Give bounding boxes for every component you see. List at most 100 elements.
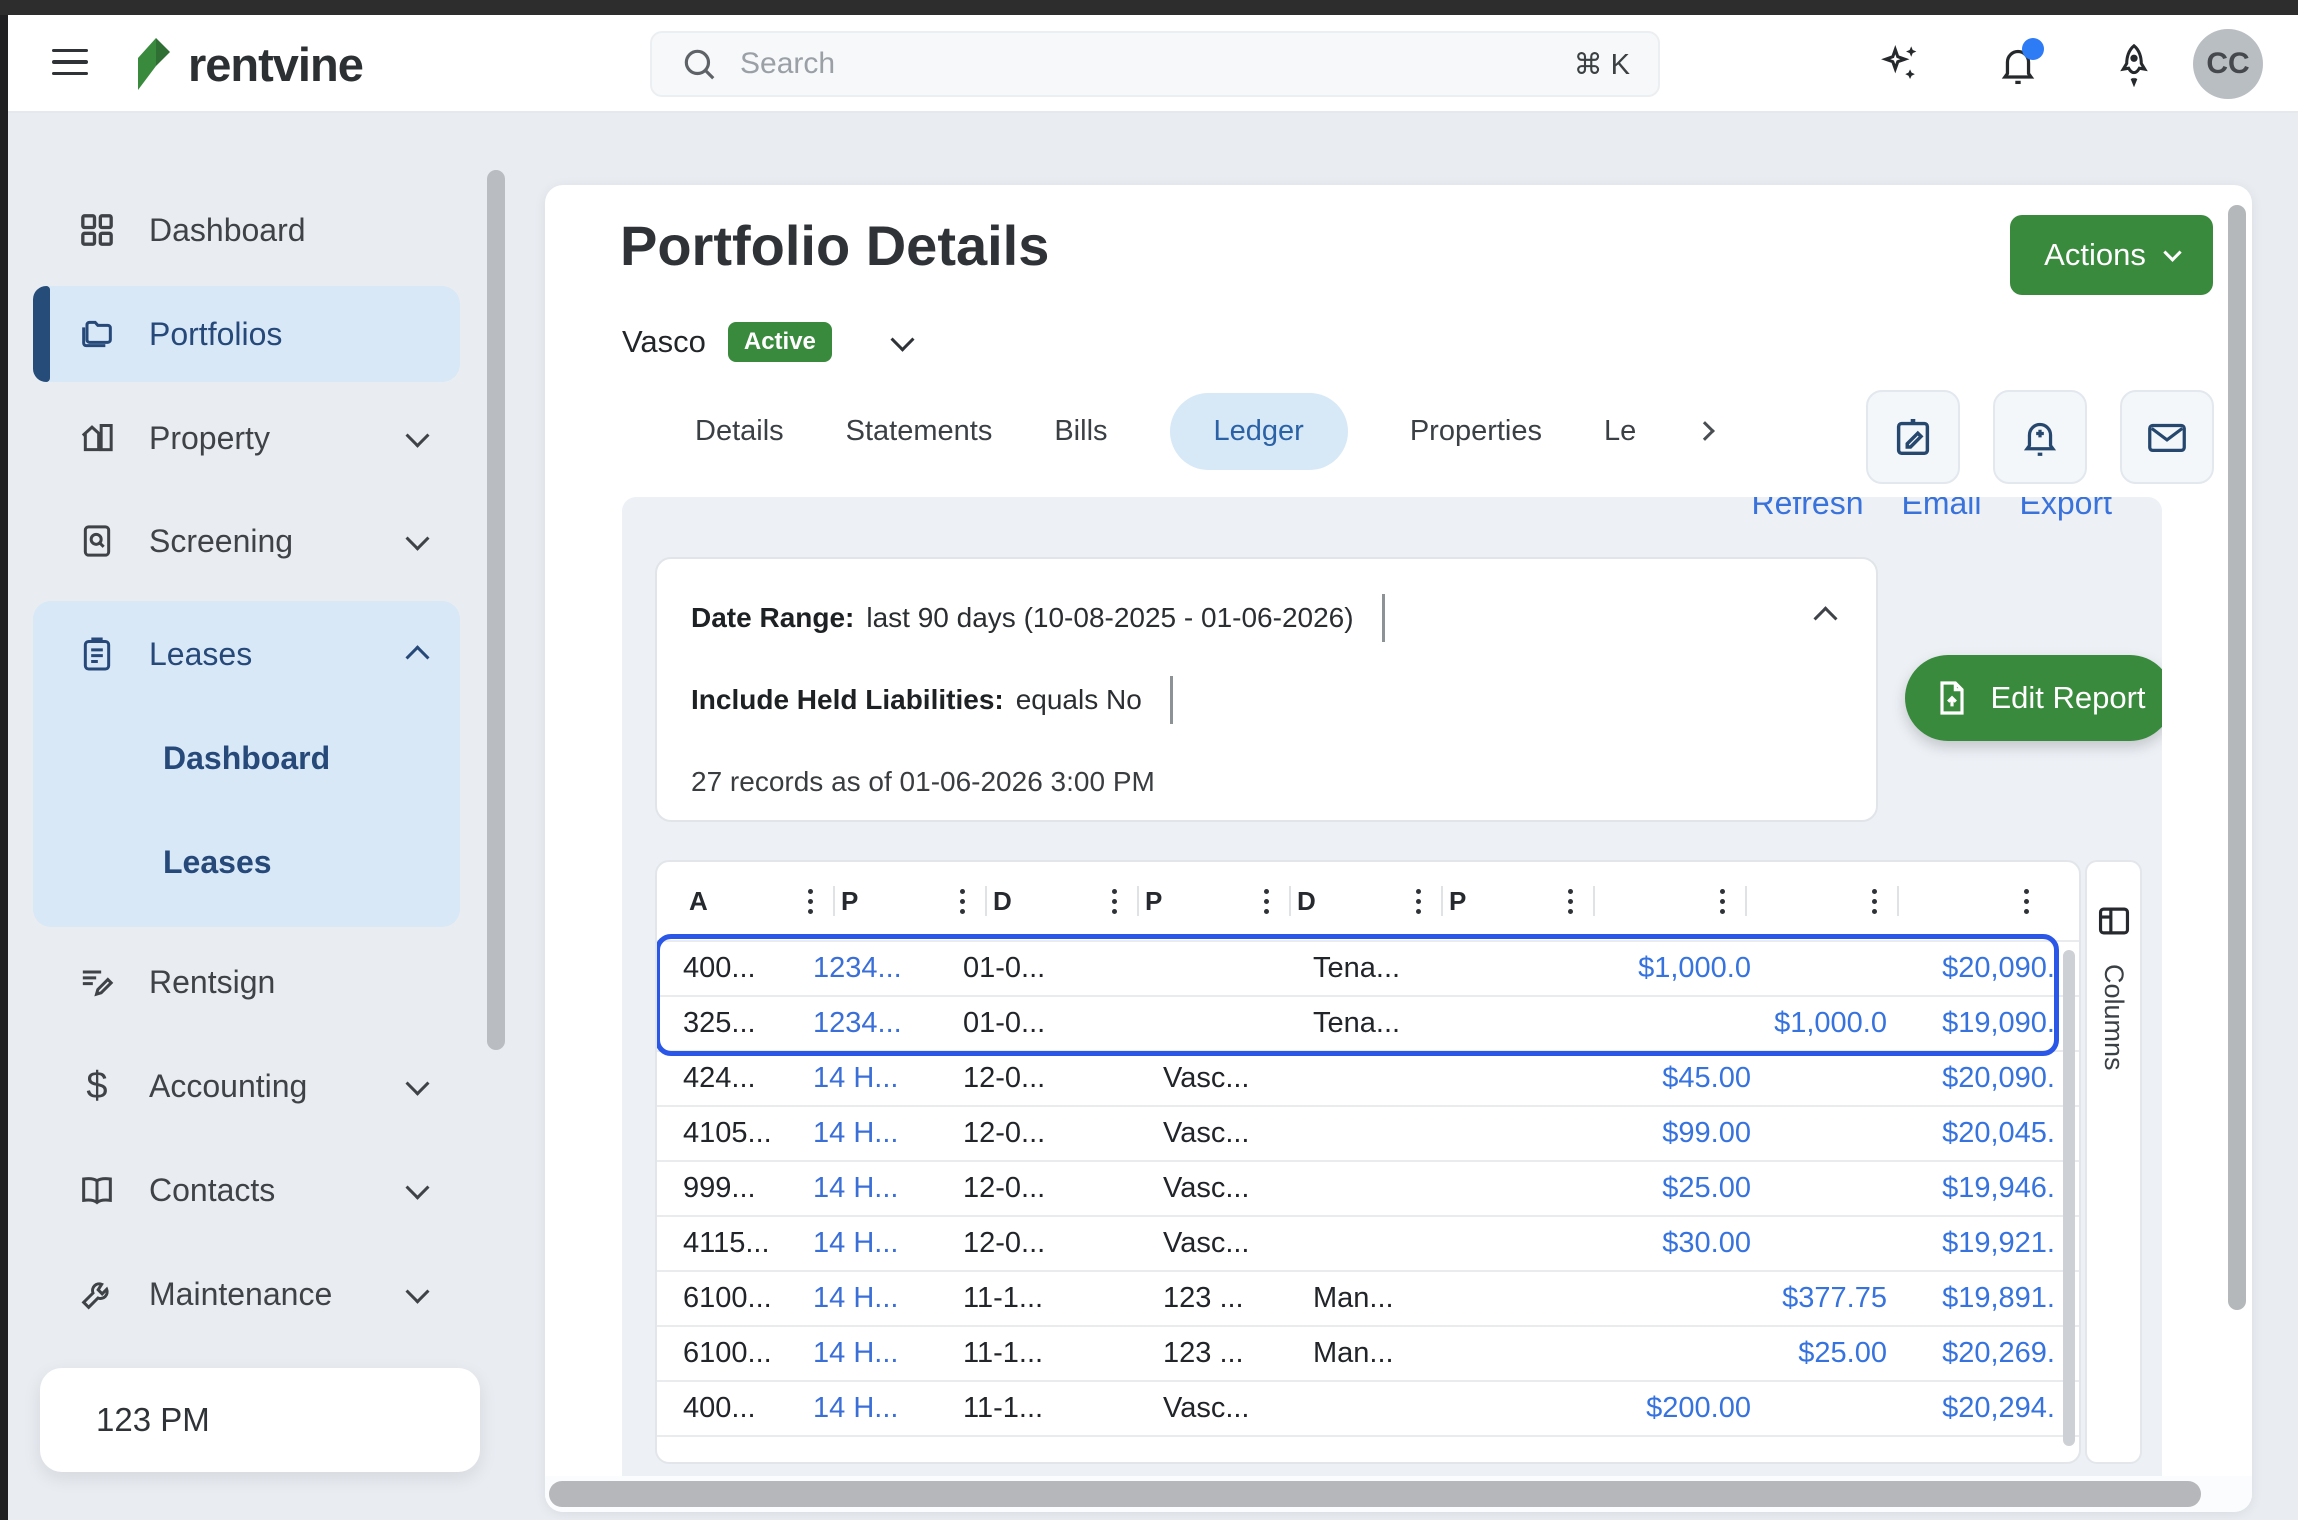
column-header[interactable] xyxy=(1747,862,1899,940)
column-menu-icon[interactable] xyxy=(1410,883,1427,920)
column-menu-icon[interactable] xyxy=(1106,883,1123,920)
column-menu-icon[interactable] xyxy=(802,883,819,920)
cell-unit: 123 ... xyxy=(1163,1337,1244,1369)
cell-payment: $1,000.0 xyxy=(1638,952,1751,984)
sidebar-nav: Dashboard Portfolios Property Screening … xyxy=(8,113,538,1520)
cell-balance: $20,090. xyxy=(1942,1062,2055,1094)
cell-balance: $19,891. xyxy=(1942,1282,2055,1314)
rocket-icon[interactable] xyxy=(2110,40,2158,88)
tab-bills[interactable]: Bills xyxy=(1054,414,1108,447)
column-header[interactable] xyxy=(1899,862,2051,940)
table-row[interactable]: 6100... 14 H... 11-1... 123 ... Man... $25.00… xyxy=(657,1325,2079,1380)
horizontal-scrollbar[interactable] xyxy=(545,1476,2252,1512)
column-menu-icon[interactable] xyxy=(1258,883,1275,920)
table-row[interactable]: 999... 14 H... 12-0... Vasc... $25.00 $19,946… xyxy=(657,1160,2079,1215)
cell-payee: Tena... xyxy=(1313,952,1401,984)
cell-property-link[interactable]: 14 H... xyxy=(813,1062,899,1094)
column-header[interactable]: P xyxy=(1443,862,1595,940)
search-placeholder: Search xyxy=(740,47,836,80)
hamburger-menu-icon[interactable] xyxy=(52,42,92,82)
sidebar-item-label: Screening xyxy=(149,522,294,559)
ai-sparkles-icon[interactable] xyxy=(1878,40,1926,88)
sidebar-item-contacts[interactable]: Contacts xyxy=(33,1142,460,1238)
cell-property-link[interactable]: 1234... xyxy=(813,1007,902,1039)
sidebar-subitem-leases[interactable]: Leases xyxy=(33,822,460,902)
cell-property-link[interactable]: 14 H... xyxy=(813,1172,899,1204)
sidebar-item-leases[interactable]: Leases xyxy=(33,606,460,702)
column-header[interactable]: P xyxy=(1139,862,1291,940)
entity-selector[interactable]: Vasco Active xyxy=(622,318,915,366)
column-header[interactable]: A xyxy=(683,862,835,940)
tab-truncated[interactable]: Le xyxy=(1604,414,1637,447)
search-icon xyxy=(684,49,715,80)
cell-property-link[interactable]: 14 H... xyxy=(813,1337,899,1369)
table-row[interactable]: 4105... 14 H... 12-0... Vasc... $99.00 $20,04… xyxy=(657,1105,2079,1160)
search-shortcut: ⌘ K xyxy=(1573,48,1630,81)
email-link[interactable]: Email xyxy=(1901,497,1982,521)
column-menu-icon[interactable] xyxy=(1714,883,1731,920)
held-liabilities-label: Include Held Liabilities: xyxy=(691,684,1004,715)
column-menu-icon[interactable] xyxy=(2018,883,2035,920)
sidebar-item-screening[interactable]: Screening xyxy=(33,493,460,589)
tab-properties[interactable]: Properties xyxy=(1409,414,1542,447)
add-alert-button[interactable] xyxy=(1993,390,2087,484)
column-menu-icon[interactable] xyxy=(1866,883,1883,920)
column-menu-icon[interactable] xyxy=(954,883,971,920)
table-row[interactable]: 325... 1234... 01-0... Tena... $1,000.0 $19,0… xyxy=(657,995,2079,1050)
edit-note-button[interactable] xyxy=(1866,390,1960,484)
sidebar-item-property[interactable]: Property xyxy=(33,390,460,486)
cell-property-link[interactable]: 14 H... xyxy=(813,1117,899,1149)
cell-property-link[interactable]: 14 H... xyxy=(813,1392,899,1424)
column-header[interactable]: P xyxy=(835,862,987,940)
user-avatar[interactable]: CC xyxy=(2193,29,2263,99)
edit-report-button[interactable]: Edit Report xyxy=(1905,655,2162,741)
tab-ledger[interactable]: Ledger xyxy=(1169,392,1348,470)
search-input[interactable]: Search ⌘ K xyxy=(650,31,1660,97)
tab-details[interactable]: Details xyxy=(695,414,784,447)
sidebar-scrollbar[interactable] xyxy=(487,170,505,1050)
column-header[interactable]: D xyxy=(987,862,1139,940)
date-range-filter[interactable]: Date Range: last 90 days (10-08-2025 - 0… xyxy=(691,594,1385,642)
cell-property-link[interactable]: 1234... xyxy=(813,952,902,984)
cell-account: 4105... xyxy=(683,1117,772,1149)
cell-payee: Tena... xyxy=(1313,1007,1401,1039)
table-row[interactable]: 4115... 14 H... 12-0... Vasc... $30.00 $19,92… xyxy=(657,1215,2079,1270)
sidebar-item-accounting[interactable]: $ Accounting xyxy=(33,1038,460,1134)
portfolios-folder-icon xyxy=(82,320,112,348)
cell-balance: $19,921. xyxy=(1942,1227,2055,1259)
rentvine-logo[interactable]: rentvine xyxy=(130,33,364,95)
refresh-link[interactable]: Refresh xyxy=(1751,497,1864,521)
report-filters-card: Date Range: last 90 days (10-08-2025 - 0… xyxy=(655,557,1878,822)
collapse-filters-chevron-icon[interactable] xyxy=(1813,606,1838,631)
sidebar-item-maintenance[interactable]: Maintenance xyxy=(33,1246,460,1342)
sidebar-item-rentsign[interactable]: Rentsign xyxy=(33,934,460,1030)
export-link[interactable]: Export xyxy=(2019,497,2112,521)
tabs-overflow-chevron-icon[interactable] xyxy=(1695,421,1716,441)
cell-unit: 123 ... xyxy=(1163,1282,1244,1314)
cell-property-link[interactable]: 14 H... xyxy=(813,1227,899,1259)
main-vertical-scrollbar[interactable] xyxy=(2228,205,2246,1495)
table-scrollbar[interactable] xyxy=(2063,950,2075,1446)
table-row[interactable]: 424... 14 H... 12-0... Vasc... $45.00 $20,090… xyxy=(657,1050,2079,1105)
cell-unit: Vasc... xyxy=(1163,1392,1250,1424)
table-row[interactable]: 400... 14 H... 11-1... Vasc... $200.00 $20,29… xyxy=(657,1380,2079,1435)
column-header[interactable] xyxy=(1595,862,1747,940)
tab-statements[interactable]: Statements xyxy=(845,414,993,447)
sidebar-subitem-dashboard[interactable]: Dashboard xyxy=(33,718,460,798)
chevron-up-icon xyxy=(405,644,430,669)
actions-button[interactable]: Actions xyxy=(2010,215,2213,295)
column-menu-icon[interactable] xyxy=(1562,883,1579,920)
cell-property-link[interactable]: 14 H... xyxy=(813,1282,899,1314)
cell-account: 6100... xyxy=(683,1282,772,1314)
notifications-bell-icon[interactable] xyxy=(1994,38,2044,88)
email-button[interactable] xyxy=(2120,390,2214,484)
sidebar-item-dashboard[interactable]: Dashboard xyxy=(33,182,460,278)
table-row[interactable]: 6100... 14 H... 11-1... 123 ... Man... $377.7… xyxy=(657,1270,2079,1325)
held-liabilities-filter[interactable]: Include Held Liabilities: equals No xyxy=(691,676,1173,724)
column-header[interactable]: D xyxy=(1291,862,1443,940)
table-row[interactable]: 400... 1234... 01-0... Tena... $1,000.0 $20,0… xyxy=(657,940,2079,995)
sidebar-item-portfolios[interactable]: Portfolios xyxy=(33,286,460,382)
columns-panel-toggle[interactable]: Columns xyxy=(2085,860,2142,1464)
sidebar-subitem-label: Leases xyxy=(163,843,272,880)
